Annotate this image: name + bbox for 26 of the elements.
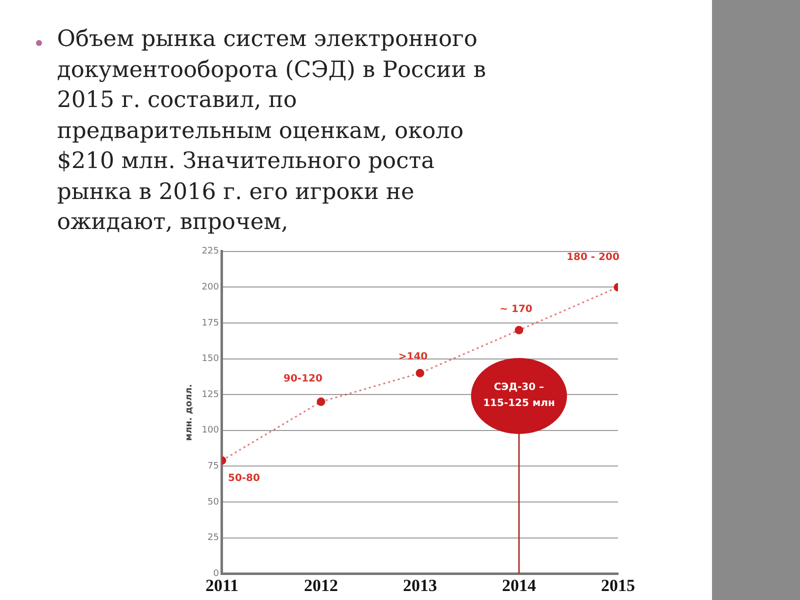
y-tick-label: 75 xyxy=(208,462,219,472)
chart-title: Объем рынка систем электронного документооборота (СЭД) в России в 2015 г. составил, по предварительным оценкам, около $210 млн. Значительного роста рынка в 2016 г. его игроки не ожидают, впрочем, xyxy=(57,25,488,237)
y-tick-label: 50 xyxy=(208,497,220,508)
point xyxy=(416,368,424,378)
y-tick-label: 25 xyxy=(208,533,219,544)
annotation: 50-80 xyxy=(228,473,260,484)
annotation: 90-120 xyxy=(284,373,322,384)
point xyxy=(514,326,524,334)
x-tick-label: 2011 xyxy=(205,576,239,596)
y-tick-label: 150 xyxy=(202,354,220,364)
annotation: >140 xyxy=(398,352,428,363)
oval-badge: СЭД-30 – 115-125 млн xyxy=(470,358,567,434)
y-axis-title: млн. долл. xyxy=(184,384,195,441)
x-tick-label: 2014 xyxy=(502,576,536,596)
y-tick-label: 125 xyxy=(202,390,219,400)
y-tick-label: 100 xyxy=(202,426,220,436)
x-tick-label: 2012 xyxy=(304,576,338,596)
point xyxy=(316,398,326,406)
annotation: 180 - 200 xyxy=(566,252,620,263)
x-tick-label: 2015 xyxy=(601,576,635,596)
y-tick-label: 225 xyxy=(202,246,219,257)
annotation: ~ 170 xyxy=(500,304,532,315)
y-tick-label: 175 xyxy=(202,318,219,328)
x-tick-label: 2013 xyxy=(402,576,437,596)
y-tick-label: 200 xyxy=(202,282,220,293)
y-tick-label: 0 xyxy=(213,568,220,579)
